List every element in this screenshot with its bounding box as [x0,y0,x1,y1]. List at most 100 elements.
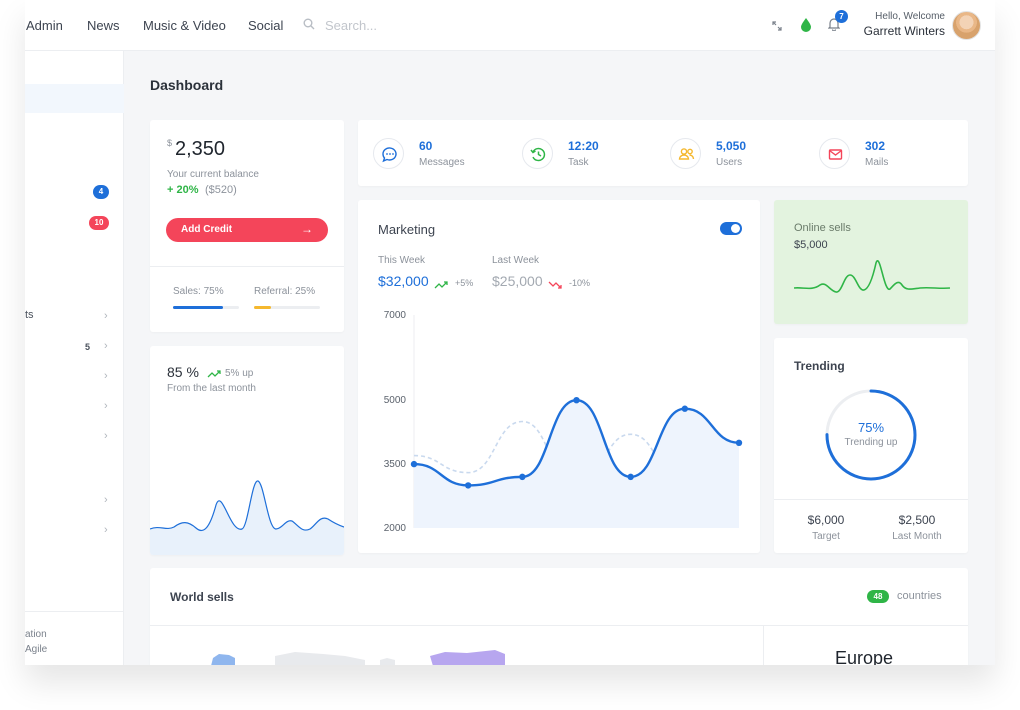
growth-label: From the last month [167,383,256,394]
notification-badge: 7 [835,10,848,23]
balance-amount: 2,350 [175,138,226,160]
toggle-knob [731,224,740,233]
referral-label: Referral: 25% [254,286,316,297]
data-point [410,460,418,468]
app-window: Admin News Music & Video Social 7 Hello,… [25,0,995,665]
user-greeting[interactable]: Hello, Welcome Garrett Winters [864,11,945,38]
last-week-value: $25,000 [492,273,543,289]
data-point [519,473,526,481]
card-divider [150,625,968,626]
balance-card: $ 2,350 Your current balance + 20% ($520… [150,120,344,332]
stat-value: 60 [419,139,433,153]
trending-title: Trending [794,359,845,373]
expand-icon[interactable] [771,19,783,37]
online-sells-card: Online sells $5,000 [774,200,968,324]
marketing-title: Marketing [378,222,436,237]
y-tick-label: 3500 [384,459,407,470]
stat-label: Messages [419,157,465,168]
growth-sparkline [150,480,344,555]
sales-progress-fill [173,306,223,309]
sidebar-item-label[interactable]: ts [25,309,34,321]
sidebar-badge-blue: 4 [93,185,109,199]
card-divider [763,625,764,665]
trending-card: Trending 75% Trending up $6,000 Target $… [774,338,968,553]
target-label: Target [812,531,840,542]
chevron-right-icon[interactable]: › [104,340,108,352]
currency-symbol: $ [167,138,173,148]
page-title: Dashboard [150,77,224,93]
trend-up-icon [207,366,221,384]
growth-delta: 5% up [225,368,254,379]
card-divider [774,499,968,500]
region-name: Europe [835,648,894,665]
top-navbar: Admin News Music & Video Social 7 Hello,… [25,0,995,51]
card-divider [150,266,344,267]
nav-music-video[interactable]: Music & Video [143,18,226,33]
search-icon[interactable] [303,17,315,35]
data-point [573,397,580,404]
chevron-right-icon[interactable]: › [104,494,108,506]
marketing-card: Marketing This Week $32,000 +5% Last Wee… [358,200,760,553]
last-month-value: $2,500 [898,513,936,527]
y-tick-label: 2000 [384,523,407,534]
trend-up-icon [434,277,448,295]
sidebar-footer-line: Agile [25,644,48,655]
world-map [211,650,505,665]
balance-change-amount: ($520) [205,184,237,196]
data-point [464,482,472,489]
search-input[interactable] [325,15,505,35]
sidebar-footer-line: ation [25,629,47,640]
this-week-value: $32,000 [378,273,429,289]
nav-admin[interactable]: Admin [26,18,63,33]
sidebar: 4 10 ts › 5 › › › › › › ation Agile [25,51,124,665]
greeting-text: Hello, Welcome [875,11,945,22]
countries-count-badge: 48 [867,590,889,603]
sales-progress-track [173,306,239,309]
nav-news[interactable]: News [87,18,120,33]
this-week-label: This Week [378,255,426,266]
marketing-line-chart: 7000 5000 3500 2000 [384,310,743,534]
chat-icon [373,138,404,169]
chevron-right-icon[interactable]: › [104,310,108,322]
trending-progress-ring [825,389,917,481]
balance-change: + 20% [167,184,199,196]
users-icon [670,138,701,169]
data-point [681,405,689,412]
sidebar-item-active[interactable] [25,84,124,113]
sidebar-count: 5 [85,342,91,352]
mail-icon [819,138,850,169]
stat-value: 5,050 [716,139,747,153]
last-week-label: Last Week [492,255,540,266]
nav-social[interactable]: Social [248,18,284,33]
data-point [735,439,743,446]
this-week-change: +5% [455,278,474,288]
chevron-right-icon[interactable]: › [104,370,108,382]
add-credit-button[interactable]: Add Credit → [166,218,328,242]
data-point [627,473,634,481]
chevron-right-icon[interactable]: › [104,430,108,442]
avatar[interactable] [952,11,981,40]
leaf-icon[interactable] [800,17,812,37]
stat-value: 12:20 [568,139,599,153]
stats-card: 60 Messages 12:20 Task 5,050 Users 302 M… [358,120,968,186]
marketing-toggle[interactable] [720,222,742,235]
sidebar-badge-red: 10 [89,216,109,230]
target-value: $6,000 [807,513,845,527]
last-month-label: Last Month [892,531,942,542]
countries-label: countries [897,590,942,602]
stat-label: Users [716,157,743,168]
add-credit-label: Add Credit [181,224,233,235]
growth-percent: 85 % [167,364,199,380]
chevron-right-icon[interactable]: › [104,524,108,536]
trending-percent: 75% [857,420,885,435]
world-sells-title: World sells [170,590,234,604]
growth-card: 85 % 5% up From the last month [150,346,344,555]
chevron-right-icon[interactable]: › [104,400,108,412]
user-name: Garrett Winters [863,24,945,38]
stat-label: Mails [865,157,889,168]
y-tick-label: 7000 [384,310,407,321]
sidebar-divider [25,611,124,612]
online-sells-title: Online sells [794,222,851,234]
sales-label: Sales: 75% [173,286,224,297]
stat-value: 302 [865,139,886,153]
